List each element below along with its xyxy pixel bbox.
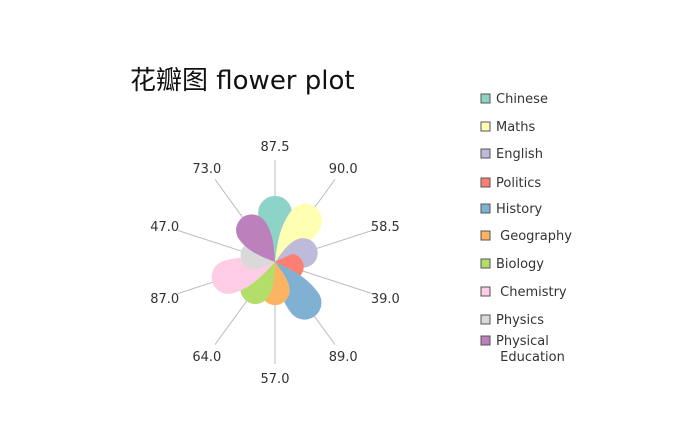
petal-physical-education [236, 214, 275, 262]
value-label-geography: 57.0 [261, 372, 290, 387]
legend-label-geography: Geography [496, 229, 572, 244]
legend-swatch-physics [480, 314, 491, 325]
legend-swatch-maths [480, 121, 491, 132]
value-label-history: 89.0 [329, 350, 358, 365]
legend-swatch-chinese [480, 93, 491, 104]
legend: Chinese Maths English Politics History Geogr… [480, 92, 572, 365]
legend-label-maths: Maths [496, 120, 536, 135]
legend-label-politics: Politics [496, 176, 541, 191]
legend-label-physics: Physics [496, 313, 544, 328]
petal-biology [240, 262, 275, 304]
petal-history [275, 262, 322, 320]
legend-swatch-biology [480, 258, 491, 269]
legend-label-history: History [496, 202, 543, 217]
legend-label-physical-education: Physical [496, 334, 549, 349]
value-label-politics: 39.0 [371, 292, 400, 307]
value-label-chinese: 87.5 [261, 140, 290, 155]
legend-label-english: English [496, 147, 543, 162]
value-labels: 87.5 90.0 58.5 39.0 89.0 57.0 64.0 87.0 47.0 73.0 [150, 140, 400, 387]
value-label-physical-education: 73.0 [192, 162, 221, 177]
value-label-english: 58.5 [371, 220, 400, 235]
legend-label-biology: Biology [496, 257, 544, 272]
value-label-biology: 64.0 [192, 350, 221, 365]
legend-swatch-history [480, 203, 491, 214]
value-label-physics: 47.0 [150, 220, 179, 235]
legend-swatch-english [480, 148, 491, 159]
legend-swatch-chemistry [480, 286, 491, 297]
legend-swatch-politics [480, 177, 491, 188]
value-label-maths: 90.0 [329, 162, 358, 177]
value-label-chemistry: 87.0 [150, 292, 179, 307]
legend-label-physical-education: Education [496, 350, 565, 365]
legend-swatch-geography [480, 230, 491, 241]
legend-swatch-physical-education [480, 335, 491, 346]
petals [211, 195, 322, 320]
legend-label-chemistry: Chemistry [496, 285, 567, 300]
legend-label-chinese: Chinese [496, 92, 548, 107]
chart-title: 花瓣图 flower plot [130, 66, 355, 96]
